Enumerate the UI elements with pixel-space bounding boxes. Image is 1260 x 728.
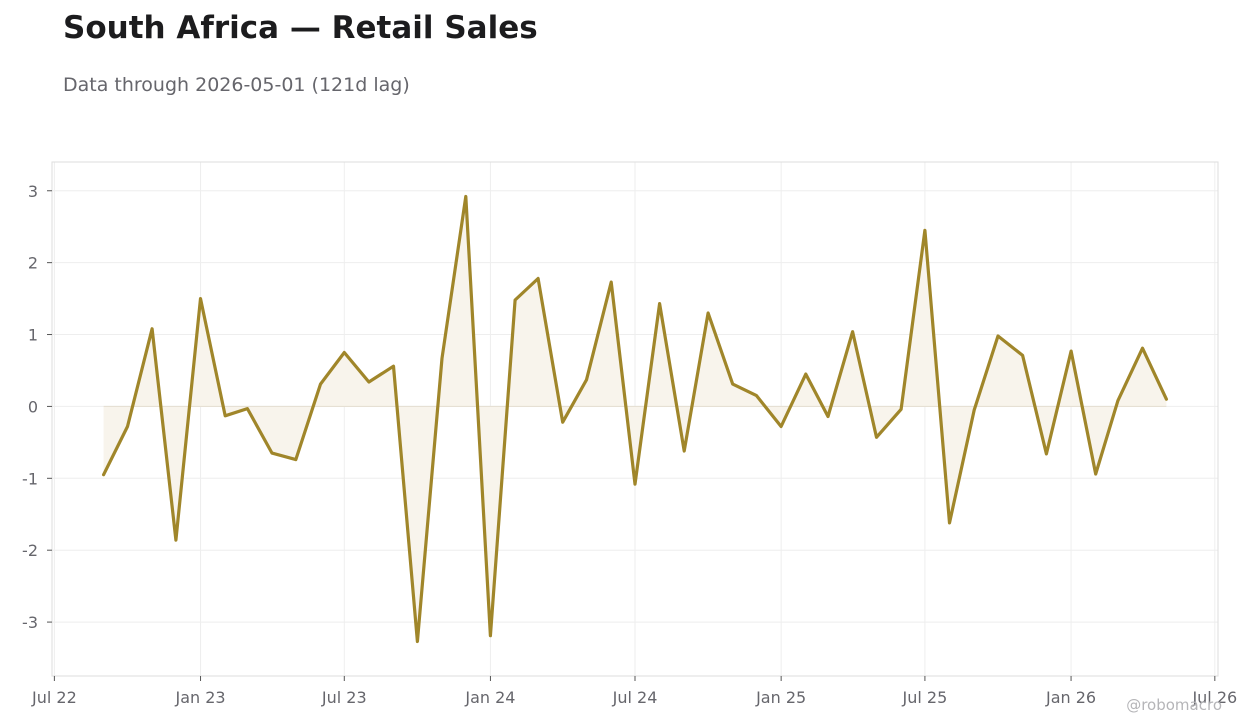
x-tick-label: Jan 26 <box>1045 688 1096 707</box>
y-tick-label: 0 <box>28 397 38 416</box>
grid-lines <box>52 162 1218 676</box>
x-tick-label: Jul 25 <box>902 688 948 707</box>
x-axis-ticks: Jul 22 Jan 23 Jul 23 Jan 24 Jul 24 Jan 25 Jul … <box>31 676 1237 707</box>
y-tick-label: 3 <box>28 182 38 201</box>
y-tick-label: 2 <box>28 254 38 273</box>
series-line <box>102 194 1168 644</box>
y-tick-label: -3 <box>22 613 38 632</box>
x-tick-label: Jul 22 <box>31 688 77 707</box>
x-tick-label: Jul 23 <box>321 688 367 707</box>
watermark: @robomacro <box>1126 696 1222 714</box>
y-tick-label: 1 <box>28 326 38 345</box>
x-tick-label: Jul 24 <box>612 688 658 707</box>
x-tick-label: Jan 23 <box>174 688 225 707</box>
y-axis-ticks: 3 2 1 0 -1 -2 -3 <box>22 182 52 632</box>
chart-title: South Africa — Retail Sales <box>63 10 538 46</box>
x-tick-label: Jul 26 <box>1191 688 1237 707</box>
x-tick-label: Jan 25 <box>755 688 806 707</box>
series-area-fill <box>103 196 1167 642</box>
y-tick-label: -2 <box>22 541 38 560</box>
chart-subtitle: Data through 2026-05-01 (121d lag) <box>63 74 410 96</box>
x-tick-label: Jan 24 <box>464 688 515 707</box>
y-tick-label: -1 <box>22 469 38 488</box>
